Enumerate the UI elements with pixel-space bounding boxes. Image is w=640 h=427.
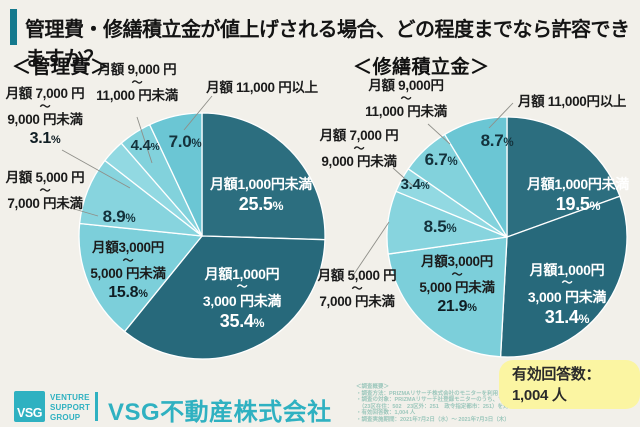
label-left-5000-7000: 月額 5,000 円〜 7,000 円未満: [5, 170, 85, 212]
label-right-under-1000: 月額1,000円未満 19.5%: [526, 176, 630, 215]
vsg-logo-text: VSG: [17, 405, 42, 420]
survey-overview-notes: ＜調査概要＞ ・調査方法：PRIZMAリサーチ株式会社のモニターを利用した WEB…: [356, 384, 625, 423]
value-right-8-5: 8.5%: [423, 217, 457, 236]
label-right-5000-7000: 月額 5,000 円〜 7,000 円未満: [317, 268, 397, 310]
label-left-7000-9000: 月額 7,000 円〜 9,000 円未満 3.1%: [5, 86, 85, 147]
vsg-logo: VSG: [14, 391, 45, 422]
label-left-11000-plus: 月額 11,000 円以上: [206, 80, 318, 95]
value-left-8-9: 8.9%: [102, 207, 136, 226]
chart-heading-shuzen: ＜修繕積立金＞: [353, 57, 490, 78]
footer-divider: [95, 392, 98, 421]
pie-chart-shuzen: [386, 116, 628, 358]
label-left-9000-11000: 月額 9,000 円〜 11,000 円未満: [96, 62, 178, 104]
value-right-3-4: 3.4%: [400, 176, 430, 193]
vsg-logo-caption: VENTURE SUPPORT GROUP: [50, 393, 91, 422]
label-left-3000-5000: 月額3,000円〜 5,000 円未満 15.8%: [90, 240, 166, 301]
title-accent-bar: [10, 9, 17, 45]
label-right-9000-11000: 月額 9,000円〜 11,000 円未満: [365, 78, 447, 120]
label-left-under-1000: 月額1,000円未満 25.5%: [209, 176, 313, 215]
value-left-7-0: 7.0%: [168, 132, 202, 151]
value-right-6-7: 6.7%: [424, 150, 458, 169]
company-name: VSG不動産株式会社: [108, 399, 332, 426]
label-left-1000-3000: 月額1,000円〜 3,000 円未満 35.4%: [202, 266, 282, 332]
label-right-1000-3000: 月額1,000円〜 3,000 円未満 31.4%: [527, 262, 607, 328]
value-right-8-7: 8.7%: [480, 131, 514, 150]
label-right-3000-5000: 月額3,000円〜 5,000 円未満 21.9%: [419, 254, 495, 315]
chart-heading-kanrihi: ＜管理費＞: [12, 57, 110, 78]
page-title: 管理費・修繕積立金が値上げされる場合、どの程度までなら許容できますか？: [25, 19, 630, 70]
label-right-11000-plus: 月額 11,000円以上: [517, 94, 627, 109]
label-right-7000-9000: 月額 7,000 円〜 9,000 円未満: [319, 128, 399, 170]
valid-responses-badge: 有効回答数：1,004 人: [499, 360, 640, 409]
